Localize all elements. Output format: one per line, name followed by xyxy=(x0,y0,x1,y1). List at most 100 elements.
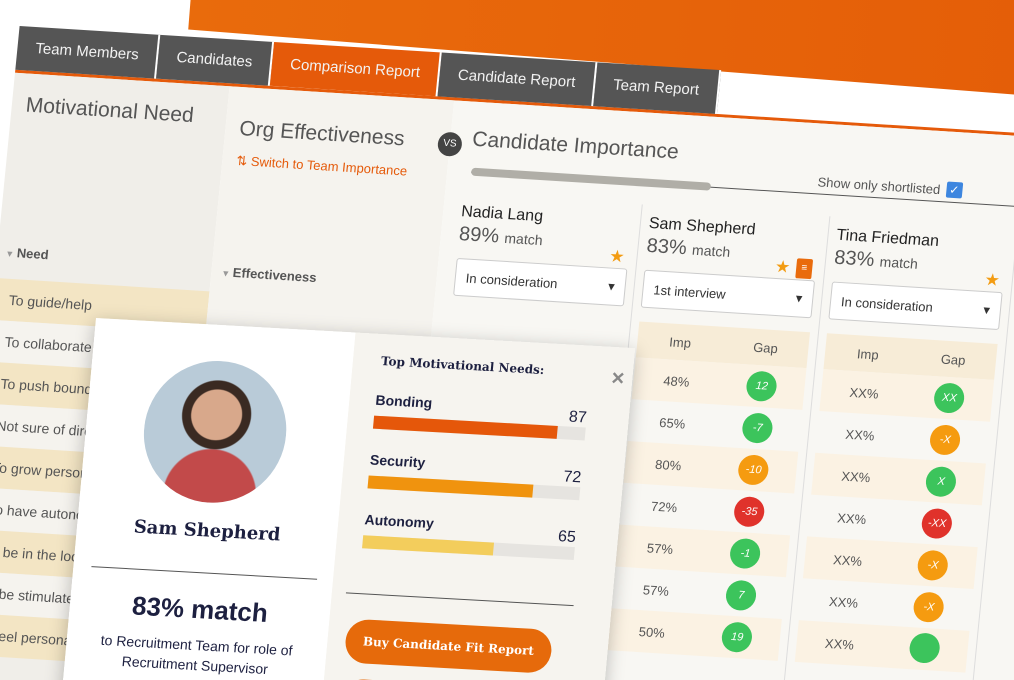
imp-value: XX% xyxy=(824,635,855,653)
gap-badge: XX xyxy=(932,382,966,414)
imp-value: 80% xyxy=(654,456,682,473)
imp-value: 48% xyxy=(662,372,691,390)
bar-track xyxy=(362,535,575,561)
match-word: match xyxy=(879,253,919,272)
imp-header: Imp xyxy=(668,333,692,351)
imp-value: XX% xyxy=(844,426,876,443)
bar-track xyxy=(367,475,581,501)
match-word: match xyxy=(691,241,731,261)
bar-fill xyxy=(372,415,559,439)
gap-badge: 12 xyxy=(745,370,779,403)
buy-candidate-fit-report-button[interactable]: Buy Candidate Fit Report xyxy=(343,618,554,674)
status-value: 1st interview xyxy=(652,281,727,302)
chevron-down-icon: ▾ xyxy=(982,302,991,318)
imp-value: 57% xyxy=(646,539,674,557)
gap-badge: -X xyxy=(928,424,962,456)
imp-value: XX% xyxy=(848,384,880,402)
status-value: In consideration xyxy=(840,293,934,315)
need-column-title: Motivational Need xyxy=(24,93,195,128)
candidate-icons: ★ ≡ xyxy=(774,256,814,280)
gap-badge: 19 xyxy=(720,621,754,654)
shortlist-checkbox[interactable]: ✓ xyxy=(945,181,964,199)
gap-badge: -1 xyxy=(728,537,762,570)
need-bar-autonomy: Autonomy 65 xyxy=(362,511,577,561)
swap-arrows-icon: ⇅ xyxy=(235,152,252,169)
gap-badge: -7 xyxy=(741,412,775,444)
candidate-icons: ★ xyxy=(984,270,1001,291)
need-value: 87 xyxy=(568,408,588,427)
need-label: Security xyxy=(369,451,427,471)
match-percent: 83% xyxy=(833,246,876,272)
popup-match-description: to Recruitment Team for role of Recruitm… xyxy=(100,631,294,677)
candidate-avatar xyxy=(137,357,293,507)
shortlist-label: Show only shortlisted xyxy=(817,173,942,197)
gap-header: Gap xyxy=(940,351,967,368)
chevron-down-icon: ▾ xyxy=(607,278,616,294)
popup-needs-panel: Top Motivational Needs: × Bonding 87 Sec… xyxy=(317,332,636,680)
status-value: In consideration xyxy=(465,270,559,291)
need-sort-label: Need xyxy=(16,245,50,263)
candidate-profile-popup: Sam Shepherd 83% match to Recruitment Te… xyxy=(57,318,636,680)
popup-match-percent: 83% match xyxy=(130,590,270,628)
divider xyxy=(345,592,574,607)
imp-gap-rows: 48% 12 65% -7 80% -10 72% -35 57% -1 57% 7 50%… xyxy=(607,357,807,661)
star-icon[interactable]: ★ xyxy=(608,246,626,267)
tab-team-report[interactable]: Team Report xyxy=(593,62,721,114)
need-bar-bonding: Bonding 87 xyxy=(372,391,588,441)
gap-badge xyxy=(908,631,942,664)
status-dropdown[interactable]: In consideration ▾ xyxy=(828,281,1003,331)
gap-badge: -XX xyxy=(920,507,954,540)
candidate-importance-title: Candidate Importance xyxy=(471,127,680,164)
horizontal-scroll-thumb[interactable] xyxy=(470,167,712,191)
effectiveness-sort-header[interactable]: ▼ Effectiveness xyxy=(221,264,318,286)
imp-gap-rows: XX% XX XX% -X XX% X XX% -XX XX% -X XX% -X XX% xyxy=(794,369,995,673)
popup-profile-panel: Sam Shepherd 83% match to Recruitment Te… xyxy=(57,318,356,680)
bar-track xyxy=(372,415,586,441)
star-icon[interactable]: ★ xyxy=(774,256,792,277)
candidate-icons: ★ xyxy=(608,247,625,268)
switch-link-label: Switch to Team Importance xyxy=(250,153,408,179)
vs-badge: VS xyxy=(436,131,464,157)
need-value: 65 xyxy=(557,528,577,547)
divider xyxy=(91,566,318,580)
tab-candidates[interactable]: Candidates xyxy=(156,34,275,86)
tab-team-members[interactable]: Team Members xyxy=(15,25,161,79)
top-needs-title: Top Motivational Needs: xyxy=(380,354,545,378)
need-bar-security: Security 72 xyxy=(367,452,582,501)
gap-badge: X xyxy=(924,465,958,498)
need-label: Autonomy xyxy=(363,511,435,532)
imp-value: 65% xyxy=(658,414,687,432)
imp-value: 57% xyxy=(642,581,670,599)
eff-column-title: Org Effectiveness xyxy=(238,117,406,151)
bar-fill xyxy=(362,535,495,556)
imp-value: XX% xyxy=(828,593,859,611)
status-dropdown[interactable]: In consideration ▾ xyxy=(453,257,628,307)
popup-candidate-name: Sam Shepherd xyxy=(132,516,282,546)
switch-to-team-importance-link[interactable]: ⇅ Switch to Team Importance xyxy=(236,153,408,180)
close-icon[interactable]: × xyxy=(610,364,626,391)
effectiveness-sort-label: Effectiveness xyxy=(232,264,318,286)
need-label: Bonding xyxy=(374,391,433,411)
star-icon[interactable]: ★ xyxy=(983,270,1001,290)
gap-badge: -X xyxy=(912,591,946,624)
imp-value: 50% xyxy=(638,623,666,641)
match-percent: 83% xyxy=(645,234,688,260)
gap-badge: -35 xyxy=(733,495,766,528)
gap-badge: -X xyxy=(916,549,950,582)
imp-value: 72% xyxy=(650,498,678,515)
imp-value: XX% xyxy=(836,509,867,527)
gap-badge: -10 xyxy=(737,454,771,486)
gap-badge: 7 xyxy=(724,579,758,612)
bar-fill xyxy=(367,475,534,498)
need-sort-header[interactable]: ▼ Need xyxy=(5,245,50,263)
match-percent: 89% xyxy=(458,223,501,248)
imp-value: XX% xyxy=(832,551,863,569)
match-word: match xyxy=(503,229,544,249)
report-icon[interactable]: ≡ xyxy=(795,258,814,280)
gap-header: Gap xyxy=(752,339,779,356)
need-value: 72 xyxy=(562,468,582,487)
chevron-down-icon: ▾ xyxy=(795,290,804,306)
imp-header: Imp xyxy=(856,345,880,363)
imp-value: XX% xyxy=(840,468,872,485)
